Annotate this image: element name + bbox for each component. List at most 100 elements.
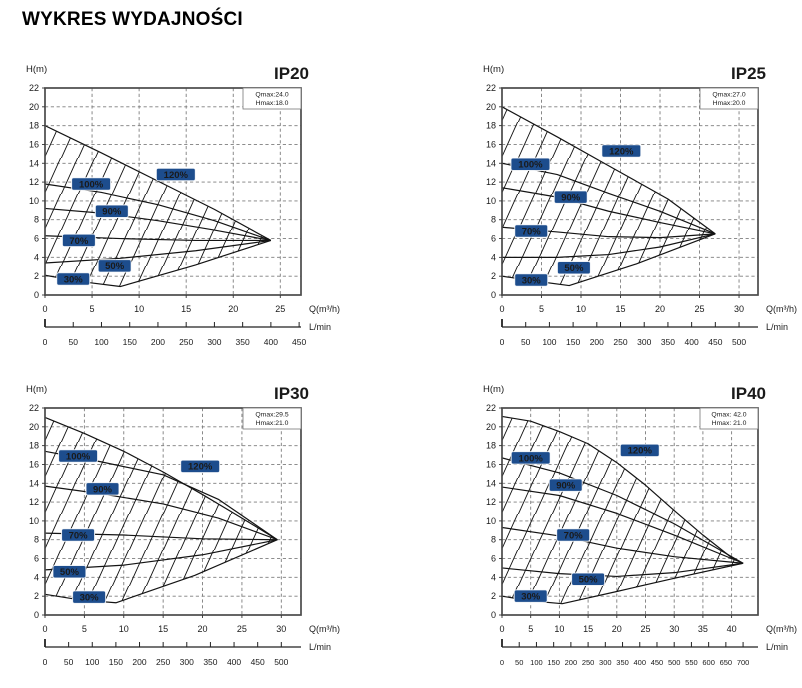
lmin-tick-label: 100: [542, 337, 556, 347]
plot-border: [44, 87, 302, 296]
y-tick-label: 22: [486, 403, 496, 413]
pct-label-100: 100%: [510, 451, 551, 465]
lmin-tick-label: 450: [708, 337, 722, 347]
y-axis-unit: H(m): [483, 64, 504, 75]
y-tick-label: 2: [34, 591, 39, 601]
pct-label-90: 90%: [548, 478, 583, 492]
svg-text:90%: 90%: [556, 481, 576, 492]
y-tick-label: 20: [486, 422, 496, 432]
y-tick-label: 18: [29, 121, 39, 131]
lmin-tick-label: 0: [500, 337, 505, 347]
lmin-tick-label: 150: [109, 657, 123, 667]
lmin-tick-label: 50: [69, 337, 79, 347]
x-tick-label: 15: [616, 304, 626, 314]
x-tick-label: 35: [698, 624, 708, 634]
lmin-tick-label: 450: [292, 337, 306, 347]
lmin-tick-label: 400: [227, 657, 241, 667]
y-tick-label: 22: [29, 83, 39, 93]
x-tick-label: 10: [119, 624, 129, 634]
y-tick-label: 22: [486, 83, 496, 93]
y-tick-label: 16: [486, 139, 496, 149]
lmin-tick-label: 500: [668, 658, 681, 667]
svg-text:30%: 30%: [522, 275, 542, 286]
y-tick-label: 10: [29, 516, 39, 526]
pct-label-120: 120%: [180, 459, 221, 474]
x-axis-unit: Q(m³/h): [309, 304, 340, 314]
x-tick-label: 20: [655, 304, 665, 314]
lmin-tick-label: 50: [521, 337, 531, 347]
lmin-tick-label: 500: [732, 337, 746, 347]
x-axis-unit: Q(m³/h): [766, 624, 797, 634]
lmin-ruler: 0 50 100 150 200 250 300 350 400 450 500 550 600 650 7…: [500, 639, 758, 667]
svg-text:120%: 120%: [164, 170, 189, 181]
plot-border: [44, 407, 302, 616]
y-tick-label: 8: [491, 535, 496, 545]
lmin-tick-label: 650: [720, 658, 733, 667]
curve-50: [501, 562, 744, 578]
y-tick-label: 2: [491, 591, 496, 601]
hatch-region: [45, 417, 278, 603]
pct-label-120: 120%: [619, 443, 660, 458]
y-tick-label: 6: [34, 234, 39, 244]
x-tick-label: 0: [42, 624, 47, 634]
lmin-tick-label: 300: [180, 657, 194, 667]
lmin-ruler: 0 50 100 150 200 250 300 350 400 450 500: [500, 319, 758, 347]
svg-text:30%: 30%: [521, 592, 541, 603]
svg-text:100%: 100%: [66, 451, 91, 462]
pct-label-70: 70%: [514, 224, 549, 238]
lmin-tick-label: 350: [203, 657, 217, 667]
x-tick-label: 5: [90, 304, 95, 314]
x-tick-label: 40: [727, 624, 737, 634]
y-tick-label: 14: [486, 478, 496, 488]
lmin-tick-label: 100: [85, 657, 99, 667]
x-tick-label: 30: [734, 304, 744, 314]
lmin-tick-label: 0: [43, 657, 48, 667]
pct-label-90: 90%: [94, 204, 129, 219]
lmin-tick-label: 150: [123, 337, 137, 347]
lmin-axis-unit: L/min: [309, 642, 331, 652]
pct-label-70: 70%: [61, 528, 96, 542]
x-tick-label: 30: [276, 624, 286, 634]
svg-text:30%: 30%: [80, 593, 100, 604]
lmin-tick-label: 250: [582, 658, 595, 667]
qmax-value: Qmax:27.0: [712, 92, 745, 99]
lmin-tick-label: 250: [156, 657, 170, 667]
svg-text:100%: 100%: [79, 179, 104, 190]
pct-label-120: 120%: [155, 167, 196, 182]
y-tick-label: 20: [29, 102, 39, 112]
y-axis-unit: H(m): [483, 384, 504, 395]
svg-text:70%: 70%: [522, 226, 542, 237]
x-tick-label: 20: [612, 624, 622, 634]
x-tick-label: 20: [198, 624, 208, 634]
y-tick-label: 0: [34, 290, 39, 300]
curve-50: [44, 239, 271, 264]
chart-title: IP20: [274, 64, 309, 83]
pct-label-100: 100%: [58, 449, 99, 463]
x-tick-label: 5: [82, 624, 87, 634]
y-tick-label: 12: [29, 177, 39, 187]
x-tick-label: 25: [237, 624, 247, 634]
svg-text:70%: 70%: [564, 530, 584, 541]
y-tick-label: 0: [491, 610, 496, 620]
y-tick-label: 12: [486, 497, 496, 507]
x-tick-label: 0: [499, 624, 504, 634]
lmin-tick-label: 50: [64, 657, 74, 667]
svg-text:70%: 70%: [69, 530, 89, 541]
x-tick-label: 25: [275, 304, 285, 314]
y-tick-label: 14: [29, 158, 39, 168]
lmin-tick-label: 200: [151, 337, 165, 347]
pct-label-100: 100%: [71, 177, 112, 191]
x-tick-label: 20: [228, 304, 238, 314]
lmin-tick-label: 400: [685, 337, 699, 347]
pct-label-70: 70%: [556, 528, 591, 542]
curve-120: [501, 415, 744, 564]
lmin-tick-label: 350: [616, 658, 629, 667]
qmax-value: Qmax:24.0: [255, 92, 288, 99]
x-tick-label: 30: [669, 624, 679, 634]
